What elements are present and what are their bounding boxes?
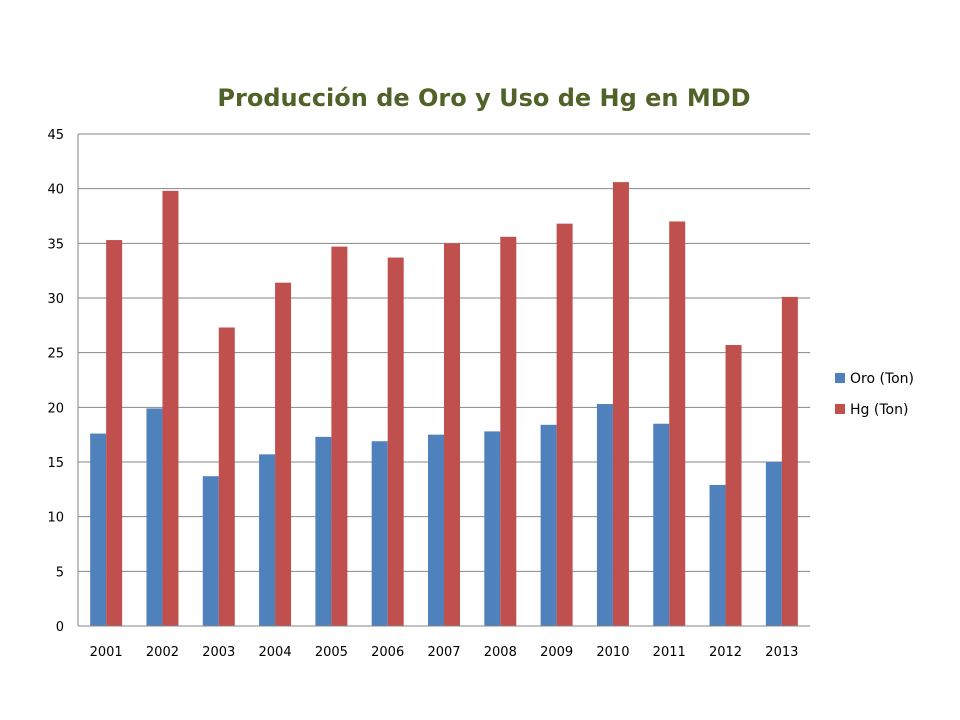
x-tick-label: 2005: [315, 645, 348, 660]
bar-oro: [709, 484, 726, 626]
legend-swatch: [835, 404, 845, 414]
y-tick-label: 35: [47, 237, 64, 252]
x-tick-label: 2008: [484, 645, 517, 660]
y-tick-label: 30: [47, 292, 64, 307]
bar-hg: [218, 327, 235, 626]
y-tick-label: 25: [47, 347, 64, 362]
bar-oro: [315, 436, 332, 626]
bar-oro: [371, 441, 388, 626]
bar-oro: [596, 404, 613, 626]
bar-oro: [202, 476, 219, 626]
bar-hg: [444, 243, 460, 627]
x-tick-label: 2011: [653, 645, 686, 660]
bar-hg: [387, 257, 404, 626]
x-tick-label: 2003: [202, 645, 235, 660]
bar-oro: [765, 462, 782, 626]
bar-oro: [653, 423, 670, 626]
bar-hg: [162, 190, 179, 626]
bar-hg: [275, 282, 292, 626]
bar-hg: [669, 221, 686, 626]
x-tick-labels: 2001 2002 2003 2004 2005 2006 2007 2008 2009 2010…: [90, 645, 799, 660]
y-tick-label: 15: [47, 456, 64, 471]
y-tick-label: 40: [47, 183, 64, 198]
y-tick-label: 45: [47, 128, 64, 143]
bars: [90, 182, 798, 627]
bar-oro: [428, 434, 444, 626]
bar-oro: [146, 408, 163, 626]
bar-hg: [612, 182, 629, 626]
x-tick-label: 2004: [259, 645, 292, 660]
legend-swatch: [835, 373, 845, 383]
bar-oro: [540, 424, 557, 626]
x-tick-label: 2010: [596, 645, 629, 660]
x-tick-label: 2006: [371, 645, 404, 660]
y-tick-label: 20: [47, 401, 64, 416]
y-tick-labels: 0 5 10 15 20 25 30 35 40 45: [47, 128, 64, 635]
bar-oro: [90, 433, 107, 626]
chart-title: Producción de Oro y Uso de Hg en MDD: [217, 84, 750, 112]
y-tick-label: 10: [47, 511, 64, 526]
bar-oro: [259, 454, 276, 626]
bar-hg: [331, 246, 348, 626]
x-tick-label: 2012: [709, 645, 742, 660]
x-tick-label: 2007: [427, 645, 460, 660]
legend-label: Hg (Ton): [850, 402, 908, 418]
y-tick-label: 0: [56, 620, 64, 635]
axes: [77, 134, 810, 627]
legend: Oro (Ton) Hg (Ton): [835, 371, 914, 418]
bar-oro: [484, 431, 501, 626]
bar-hg: [725, 345, 742, 626]
x-tick-label: 2002: [146, 645, 179, 660]
legend-label: Oro (Ton): [850, 371, 914, 387]
y-tick-label: 5: [56, 565, 64, 580]
bar-hg: [556, 223, 573, 627]
bar-hg: [106, 240, 123, 626]
bar-hg: [781, 296, 798, 626]
bar-hg: [500, 236, 517, 627]
x-tick-label: 2013: [765, 645, 798, 660]
x-tick-label: 2009: [540, 645, 573, 660]
x-tick-label: 2001: [90, 645, 123, 660]
